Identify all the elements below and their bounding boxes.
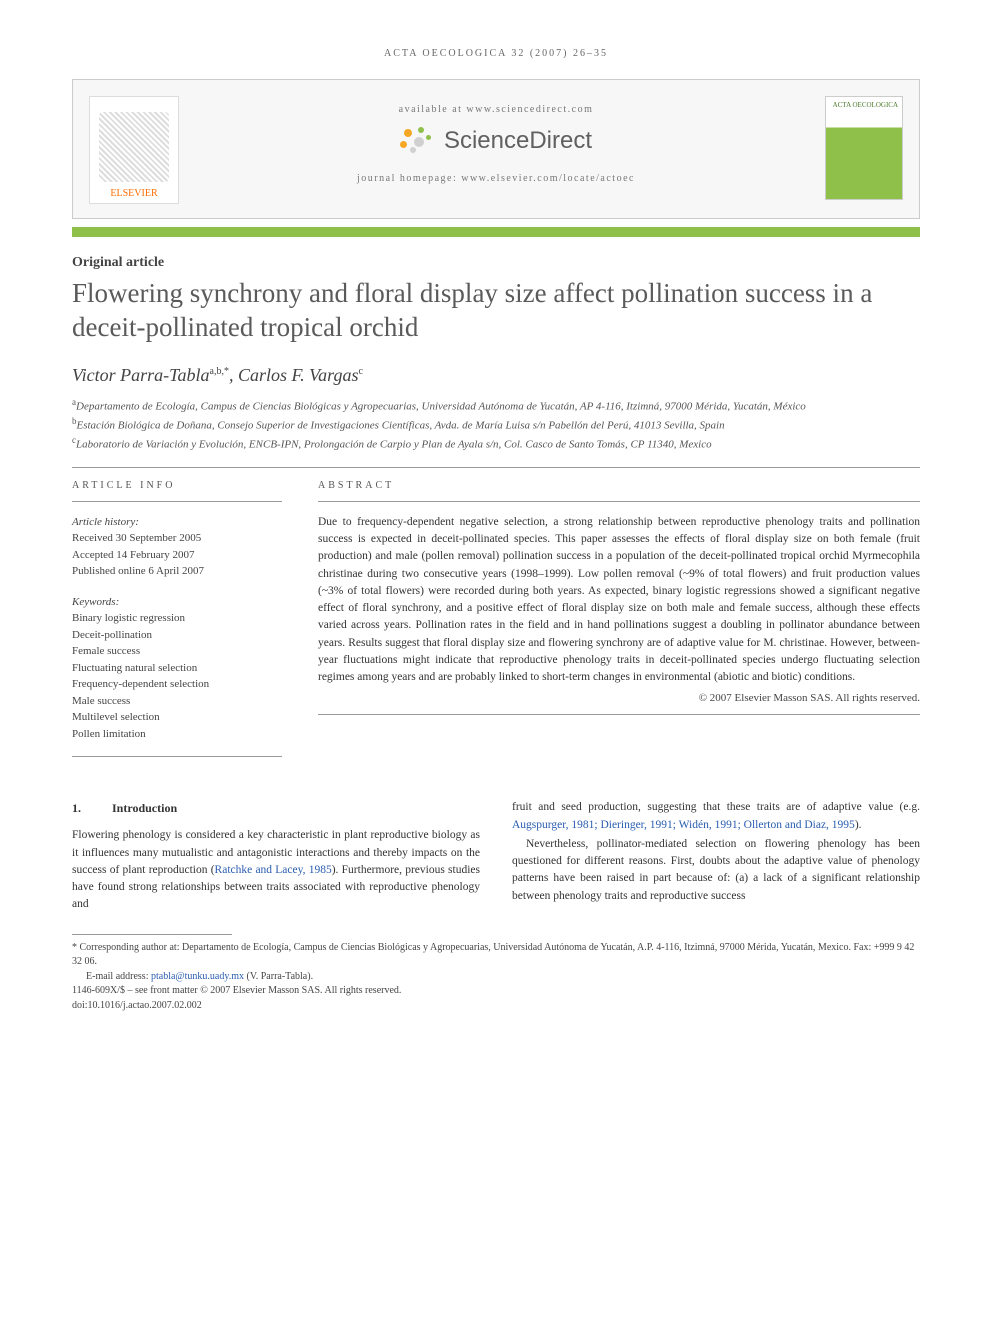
footnote-separator [72, 934, 232, 935]
history-item: Published online 6 April 2007 [72, 563, 282, 580]
body-text: ). [855, 819, 862, 831]
info-abstract-row: ARTICLE INFO Article history: Received 3… [72, 480, 920, 770]
running-head: ACTA OECOLOGICA 32 (2007) 26–35 [72, 48, 920, 59]
abstract-text: Due to frequency-dependent negative sele… [318, 514, 920, 687]
author-1: Victor Parra-Tabla [72, 365, 210, 385]
article-history: Article history: Received 30 September 2… [72, 514, 282, 580]
journal-homepage-text: journal homepage: www.elsevier.com/locat… [93, 173, 899, 184]
corresponding-author: * Corresponding author at: Departamento … [72, 941, 920, 970]
footnotes: * Corresponding author at: Departamento … [72, 941, 920, 1014]
divider [72, 756, 282, 757]
body-text: Nevertheless, pollinator-mediated select… [512, 838, 920, 902]
authors: Victor Parra-Tablaa,b,*, Carlos F. Varga… [72, 365, 920, 386]
body-paragraph: fruit and seed production, suggesting th… [512, 799, 920, 834]
keyword: Binary logistic regression [72, 610, 282, 627]
abstract-label: ABSTRACT [318, 480, 920, 491]
history-item: Received 30 September 2005 [72, 530, 282, 547]
abstract-column: ABSTRACT Due to frequency-dependent nega… [318, 480, 920, 770]
divider [318, 714, 920, 715]
divider [318, 501, 920, 502]
email-line: E-mail address: ptabla@tunku.uady.mx (V.… [72, 970, 920, 985]
affil-c: cLaboratorio de Variación y Evolución, E… [72, 434, 920, 453]
author-2-affil: c [359, 366, 363, 377]
author-1-affil: a,b,* [210, 366, 229, 377]
available-at-text: available at www.sciencedirect.com [93, 104, 899, 115]
sciencedirect-dots-icon [400, 127, 436, 155]
body-col-right: fruit and seed production, suggesting th… [512, 799, 920, 913]
journal-header: ELSEVIER ACTA OECOLOGICA available at ww… [72, 79, 920, 219]
divider [72, 501, 282, 502]
cover-title: ACTA OECOLOGICA [833, 101, 898, 109]
sciencedirect-logo: ScienceDirect [400, 127, 592, 155]
affil-a-text: Departamento de Ecología, Campus de Cien… [76, 400, 806, 412]
section-title: Introduction [112, 801, 177, 815]
keyword: Pollen limitation [72, 726, 282, 743]
citation-link[interactable]: Ratchke and Lacey, 1985 [215, 864, 332, 876]
affiliations: aDepartamento de Ecología, Campus de Cie… [72, 396, 920, 453]
keyword: Fluctuating natural selection [72, 660, 282, 677]
article-info-label: ARTICLE INFO [72, 480, 282, 491]
journal-cover-thumbnail: ACTA OECOLOGICA [825, 96, 903, 200]
history-label: Article history: [72, 514, 282, 531]
affil-b-text: Estación Biológica de Doñana, Consejo Su… [77, 419, 725, 431]
keyword: Female success [72, 643, 282, 660]
body-col-left: 1.Introduction Flowering phenology is co… [72, 799, 480, 913]
citation-link[interactable]: Augspurger, 1981; Dieringer, 1991; Widén… [512, 819, 855, 831]
sciencedirect-brand: ScienceDirect [444, 127, 592, 155]
body-text: fruit and seed production, suggesting th… [512, 801, 920, 813]
body-paragraph: Nevertheless, pollinator-mediated select… [512, 836, 920, 905]
keyword: Frequency-dependent selection [72, 676, 282, 693]
body-columns: 1.Introduction Flowering phenology is co… [72, 799, 920, 913]
article-title: Flowering synchrony and floral display s… [72, 277, 920, 345]
affil-b: bEstación Biológica de Doñana, Consejo S… [72, 415, 920, 434]
affil-c-text: Laboratorio de Variación y Evolución, EN… [76, 438, 712, 450]
keyword: Deceit-pollination [72, 627, 282, 644]
keyword: Male success [72, 693, 282, 710]
author-2: , Carlos F. Vargas [229, 365, 359, 385]
elsevier-logo: ELSEVIER [89, 96, 179, 204]
history-item: Accepted 14 February 2007 [72, 547, 282, 564]
body-paragraph: Flowering phenology is considered a key … [72, 827, 480, 913]
email-label: E-mail address: [86, 971, 151, 982]
article-info-column: ARTICLE INFO Article history: Received 3… [72, 480, 282, 770]
keywords-block: Keywords: Binary logistic regression Dec… [72, 594, 282, 743]
front-matter: 1146-609X/$ – see front matter © 2007 El… [72, 984, 920, 999]
accent-bar [72, 227, 920, 237]
keywords-label: Keywords: [72, 594, 282, 611]
elsevier-tree-icon [99, 112, 169, 182]
section-heading: 1.Introduction [72, 799, 480, 817]
keyword: Multilevel selection [72, 709, 282, 726]
article-type: Original article [72, 255, 920, 271]
email-author: (V. Parra-Tabla). [244, 971, 313, 982]
email-link[interactable]: ptabla@tunku.uady.mx [151, 971, 244, 982]
doi: doi:10.1016/j.actao.2007.02.002 [72, 999, 920, 1014]
affil-a: aDepartamento de Ecología, Campus de Cie… [72, 396, 920, 415]
abstract-copyright: © 2007 Elsevier Masson SAS. All rights r… [318, 692, 920, 704]
section-number: 1. [72, 799, 112, 817]
header-center: available at www.sciencedirect.com Scien… [93, 96, 899, 184]
divider [72, 467, 920, 468]
elsevier-label: ELSEVIER [110, 188, 157, 199]
